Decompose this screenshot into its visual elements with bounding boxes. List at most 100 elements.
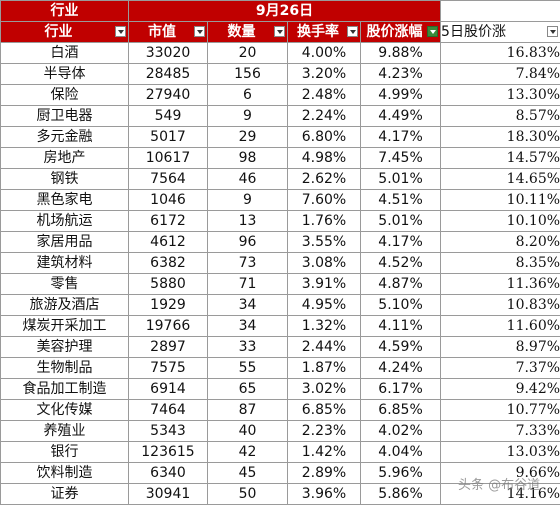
cell-change[interactable]: 4.02% [361, 421, 441, 442]
cell-5day-change[interactable]: 9.42% [441, 379, 560, 400]
cell-count[interactable]: 13 [208, 211, 288, 232]
cell-turnover[interactable]: 2.23% [288, 421, 361, 442]
cell-sector[interactable]: 多元金融 [1, 127, 129, 148]
cell-turnover[interactable]: 6.85% [288, 400, 361, 421]
cell-5day-change[interactable]: 8.35% [441, 253, 560, 274]
cell-count[interactable]: 40 [208, 421, 288, 442]
filter-dropdown-icon[interactable] [274, 26, 285, 37]
cell-sector[interactable]: 房地产 [1, 148, 129, 169]
cell-5day-change[interactable]: 11.60% [441, 316, 560, 337]
cell-change[interactable]: 5.86% [361, 484, 441, 505]
cell-turnover[interactable]: 4.00% [288, 43, 361, 64]
cell-count[interactable]: 46 [208, 169, 288, 190]
cell-count[interactable]: 20 [208, 43, 288, 64]
cell-turnover[interactable]: 3.91% [288, 274, 361, 295]
cell-market-value[interactable]: 6914 [129, 379, 208, 400]
cell-count[interactable]: 6 [208, 85, 288, 106]
cell-change[interactable]: 4.17% [361, 127, 441, 148]
cell-sector[interactable]: 保险 [1, 85, 129, 106]
cell-market-value[interactable]: 28485 [129, 64, 208, 85]
cell-market-value[interactable]: 5880 [129, 274, 208, 295]
sector-group-header[interactable]: 行业 [1, 1, 129, 22]
cell-sector[interactable]: 机场航运 [1, 211, 129, 232]
cell-change[interactable]: 9.88% [361, 43, 441, 64]
cell-change[interactable]: 4.87% [361, 274, 441, 295]
cell-market-value[interactable]: 30941 [129, 484, 208, 505]
cell-sector[interactable]: 厨卫电器 [1, 106, 129, 127]
cell-count[interactable]: 9 [208, 106, 288, 127]
cell-sector[interactable]: 银行 [1, 442, 129, 463]
cell-turnover[interactable]: 1.42% [288, 442, 361, 463]
cell-market-value[interactable]: 549 [129, 106, 208, 127]
cell-turnover[interactable]: 1.32% [288, 316, 361, 337]
cell-count[interactable]: 65 [208, 379, 288, 400]
cell-count[interactable]: 98 [208, 148, 288, 169]
column-header-count[interactable]: 数量 [208, 22, 288, 43]
cell-turnover[interactable]: 3.55% [288, 232, 361, 253]
cell-sector[interactable]: 养殖业 [1, 421, 129, 442]
cell-sector[interactable]: 黑色家电 [1, 190, 129, 211]
cell-change[interactable]: 7.45% [361, 148, 441, 169]
cell-market-value[interactable]: 123615 [129, 442, 208, 463]
cell-change[interactable]: 4.51% [361, 190, 441, 211]
cell-market-value[interactable]: 6382 [129, 253, 208, 274]
cell-sector[interactable]: 白酒 [1, 43, 129, 64]
cell-count[interactable]: 34 [208, 316, 288, 337]
cell-change[interactable]: 4.04% [361, 442, 441, 463]
cell-change[interactable]: 5.01% [361, 169, 441, 190]
cell-5day-change[interactable]: 10.11% [441, 190, 560, 211]
cell-5day-change[interactable]: 8.97% [441, 337, 560, 358]
cell-5day-change[interactable]: 16.83% [441, 43, 560, 64]
cell-turnover[interactable]: 4.98% [288, 148, 361, 169]
cell-5day-change[interactable]: 10.83% [441, 295, 560, 316]
cell-count[interactable]: 87 [208, 400, 288, 421]
cell-5day-change[interactable]: 18.30% [441, 127, 560, 148]
cell-sector[interactable]: 家居用品 [1, 232, 129, 253]
cell-5day-change[interactable]: 11.36% [441, 274, 560, 295]
cell-market-value[interactable]: 7464 [129, 400, 208, 421]
cell-count[interactable]: 45 [208, 463, 288, 484]
empty-header-cell[interactable] [441, 1, 560, 22]
cell-sector[interactable]: 半导体 [1, 64, 129, 85]
cell-5day-change[interactable]: 7.84% [441, 64, 560, 85]
cell-change[interactable]: 5.10% [361, 295, 441, 316]
cell-change[interactable]: 5.96% [361, 463, 441, 484]
cell-count[interactable]: 9 [208, 190, 288, 211]
cell-5day-change[interactable]: 8.57% [441, 106, 560, 127]
cell-market-value[interactable]: 5017 [129, 127, 208, 148]
cell-market-value[interactable]: 6172 [129, 211, 208, 232]
cell-turnover[interactable]: 3.20% [288, 64, 361, 85]
filter-dropdown-icon[interactable] [547, 26, 558, 37]
cell-count[interactable]: 29 [208, 127, 288, 148]
filter-dropdown-icon[interactable] [194, 26, 205, 37]
filter-dropdown-icon[interactable] [115, 26, 126, 37]
cell-sector[interactable]: 美容护理 [1, 337, 129, 358]
cell-turnover[interactable]: 1.87% [288, 358, 361, 379]
cell-market-value[interactable]: 27940 [129, 85, 208, 106]
cell-market-value[interactable]: 5343 [129, 421, 208, 442]
cell-market-value[interactable]: 10617 [129, 148, 208, 169]
cell-turnover[interactable]: 1.76% [288, 211, 361, 232]
cell-market-value[interactable]: 7564 [129, 169, 208, 190]
cell-5day-change[interactable]: 7.37% [441, 358, 560, 379]
cell-turnover[interactable]: 2.48% [288, 85, 361, 106]
cell-market-value[interactable]: 6340 [129, 463, 208, 484]
cell-count[interactable]: 96 [208, 232, 288, 253]
cell-change[interactable]: 4.23% [361, 64, 441, 85]
cell-count[interactable]: 73 [208, 253, 288, 274]
cell-sector[interactable]: 生物制品 [1, 358, 129, 379]
cell-change[interactable]: 4.24% [361, 358, 441, 379]
cell-turnover[interactable]: 4.95% [288, 295, 361, 316]
cell-5day-change[interactable]: 14.65% [441, 169, 560, 190]
cell-sector[interactable]: 钢铁 [1, 169, 129, 190]
cell-sector[interactable]: 建筑材料 [1, 253, 129, 274]
cell-5day-change[interactable]: 14.57% [441, 148, 560, 169]
cell-market-value[interactable]: 1046 [129, 190, 208, 211]
column-header-sector[interactable]: 行业 [1, 22, 129, 43]
cell-market-value[interactable]: 4612 [129, 232, 208, 253]
cell-sector[interactable]: 零售 [1, 274, 129, 295]
cell-turnover[interactable]: 2.62% [288, 169, 361, 190]
cell-count[interactable]: 55 [208, 358, 288, 379]
cell-5day-change[interactable]: 8.20% [441, 232, 560, 253]
cell-market-value[interactable]: 33020 [129, 43, 208, 64]
